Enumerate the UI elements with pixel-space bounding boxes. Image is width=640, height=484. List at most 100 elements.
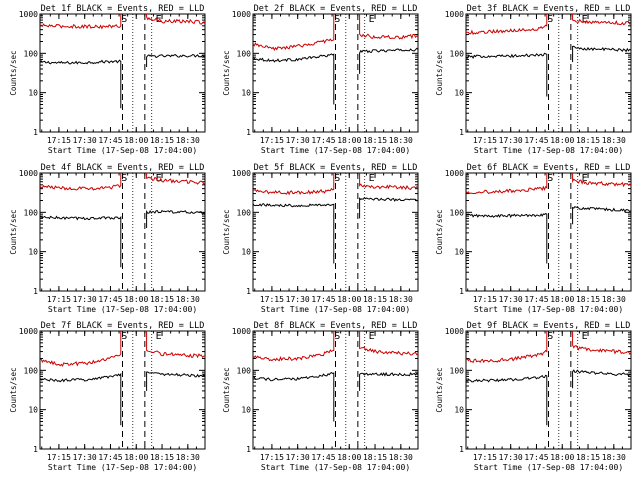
start-marker: S — [334, 14, 340, 25]
lld-series-line-seg1 — [40, 331, 122, 367]
lld-series-line-seg2 — [146, 14, 205, 25]
x-tick-label: 18:00 — [550, 295, 574, 304]
x-tick-label: 17:45 — [524, 453, 548, 462]
x-tick-label: 17:45 — [524, 295, 548, 304]
panel-title: Det 6f BLACK = Events, RED = LLD — [467, 163, 631, 173]
y-tick-label: 10 — [241, 248, 251, 257]
x-tick-label: 18:00 — [337, 453, 361, 462]
start-marker: S — [547, 14, 553, 25]
y-tick-label: 1000 — [232, 327, 251, 336]
y-axis-label: Counts/sec — [9, 209, 18, 254]
x-tick-label: 17:45 — [98, 295, 122, 304]
events-series-line-seg1 — [466, 213, 548, 264]
x-tick-label: 17:45 — [98, 136, 122, 145]
y-tick-label: 100 — [237, 208, 252, 217]
x-tick-label: 17:30 — [499, 295, 523, 304]
x-tick-label: 17:30 — [499, 453, 523, 462]
y-axis-label: Counts/sec — [435, 50, 444, 95]
panel-title: Det 4f BLACK = Events, RED = LLD — [41, 163, 205, 173]
x-tick-label: 17:45 — [311, 136, 335, 145]
lld-series-line-seg2 — [146, 173, 205, 186]
panel-title: Det 2f BLACK = Events, RED = LLD — [254, 4, 418, 14]
x-tick-label: 18:15 — [576, 136, 600, 145]
detector-panel-4: Det 4f BLACK = Events, RED = LLD 1 10 100 10… — [9, 163, 206, 314]
lld-series-line-seg1 — [466, 173, 548, 195]
x-tick-label: 18:30 — [602, 453, 626, 462]
x-tick-label: 18:30 — [389, 136, 413, 145]
start-marker: S — [334, 331, 340, 342]
x-axis-label: Start Time (17-Sep-08 17:04:00) — [261, 146, 410, 155]
events-series-line-seg2 — [146, 209, 205, 228]
end-marker: E — [369, 331, 375, 342]
y-tick-label: 1 — [459, 445, 464, 454]
x-tick-label: 18:15 — [150, 295, 174, 304]
x-axis-label: Start Time (17-Sep-08 17:04:00) — [48, 146, 197, 155]
x-axis-label: Start Time (17-Sep-08 17:04:00) — [48, 305, 197, 314]
end-marker: E — [156, 331, 162, 342]
end-marker: E — [582, 14, 588, 25]
detector-panel-9: Det 9f BLACK = Events, RED = LLD 1 10 100 10… — [435, 321, 632, 472]
panel-title: Det 5f BLACK = Events, RED = LLD — [254, 163, 418, 173]
lld-series-line-seg2 — [359, 14, 418, 40]
x-tick-label: 17:15 — [260, 295, 284, 304]
x-tick-label: 18:30 — [389, 295, 413, 304]
y-axis-label: Counts/sec — [9, 367, 18, 412]
y-tick-label: 100 — [24, 49, 39, 58]
y-tick-label: 1 — [33, 445, 38, 454]
events-series-line-seg2 — [572, 45, 631, 63]
lld-series-line-seg1 — [253, 14, 335, 51]
x-tick-label: 18:00 — [124, 453, 148, 462]
y-tick-label: 1000 — [445, 10, 464, 19]
detector-panel-1: Det 1f BLACK = Events, RED = LLD 1 10 100 10… — [9, 4, 206, 155]
events-series-line-seg1 — [40, 59, 122, 109]
events-series-line-seg2 — [359, 371, 418, 391]
x-tick-label: 17:15 — [473, 453, 497, 462]
y-tick-label: 1000 — [19, 10, 38, 19]
y-tick-label: 1000 — [19, 169, 38, 178]
y-tick-label: 1000 — [445, 169, 464, 178]
end-marker: E — [582, 173, 588, 184]
events-series-line-seg1 — [40, 215, 122, 268]
x-tick-label: 18:15 — [576, 453, 600, 462]
y-tick-label: 1000 — [232, 169, 251, 178]
y-tick-label: 1 — [33, 287, 38, 296]
x-tick-label: 18:30 — [602, 295, 626, 304]
panel-title: Det 1f BLACK = Events, RED = LLD — [41, 4, 205, 14]
lld-series-line-seg2 — [146, 331, 205, 359]
panel-title: Det 8f BLACK = Events, RED = LLD — [254, 321, 418, 331]
x-tick-label: 17:30 — [73, 136, 97, 145]
x-axis-label: Start Time (17-Sep-08 17:04:00) — [474, 146, 623, 155]
x-tick-label: 17:30 — [286, 453, 310, 462]
lld-series-line-seg2 — [572, 14, 631, 26]
events-series-line-seg1 — [253, 371, 335, 422]
end-marker: E — [369, 14, 375, 25]
end-marker: E — [156, 14, 162, 25]
lld-series-line-seg2 — [359, 173, 418, 191]
y-tick-label: 100 — [450, 366, 465, 375]
detector-panel-3: Det 3f BLACK = Events, RED = LLD 1 10 100 10… — [435, 4, 632, 155]
end-marker: E — [369, 173, 375, 184]
x-axis-label: Start Time (17-Sep-08 17:04:00) — [261, 305, 410, 314]
detector-panel-2: Det 2f BLACK = Events, RED = LLD 1 10 100 10… — [222, 4, 419, 155]
x-tick-label: 17:15 — [473, 136, 497, 145]
panel-title: Det 9f BLACK = Events, RED = LLD — [467, 321, 631, 331]
panel-title: Det 3f BLACK = Events, RED = LLD — [467, 4, 631, 14]
x-tick-label: 17:15 — [47, 295, 71, 304]
lld-series-line-seg1 — [466, 331, 548, 364]
end-marker: E — [156, 173, 162, 184]
start-marker: S — [121, 173, 127, 184]
y-axis-label: Counts/sec — [435, 209, 444, 254]
x-tick-label: 18:30 — [389, 453, 413, 462]
y-tick-label: 1 — [246, 445, 251, 454]
y-axis-label: Counts/sec — [435, 367, 444, 412]
x-tick-label: 18:00 — [550, 136, 574, 145]
events-series-line-seg1 — [253, 203, 335, 264]
x-tick-label: 17:15 — [260, 136, 284, 145]
lld-series-line-seg2 — [572, 173, 631, 188]
x-tick-label: 17:15 — [260, 453, 284, 462]
y-axis-label: Counts/sec — [222, 50, 231, 95]
lld-series-line-seg1 — [253, 173, 335, 196]
x-tick-label: 18:15 — [363, 295, 387, 304]
